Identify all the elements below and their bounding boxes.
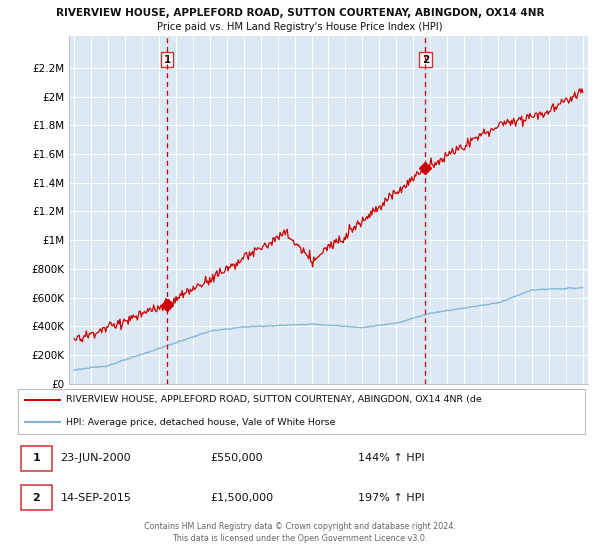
Text: 2: 2 [422,55,429,65]
Text: 1: 1 [163,55,170,65]
FancyBboxPatch shape [21,446,52,471]
Text: Contains HM Land Registry data © Crown copyright and database right 2024.: Contains HM Land Registry data © Crown c… [144,522,456,531]
Text: Price paid vs. HM Land Registry's House Price Index (HPI): Price paid vs. HM Land Registry's House … [157,22,443,32]
Text: 197% ↑ HPI: 197% ↑ HPI [358,493,425,503]
Text: This data is licensed under the Open Government Licence v3.0.: This data is licensed under the Open Gov… [172,534,428,543]
Text: 2: 2 [32,493,40,503]
Text: HPI: Average price, detached house, Vale of White Horse: HPI: Average price, detached house, Vale… [66,418,335,427]
FancyBboxPatch shape [21,485,52,510]
Text: £1,500,000: £1,500,000 [211,493,274,503]
Text: RIVERVIEW HOUSE, APPLEFORD ROAD, SUTTON COURTENAY, ABINGDON, OX14 4NR: RIVERVIEW HOUSE, APPLEFORD ROAD, SUTTON … [56,8,544,18]
Text: 144% ↑ HPI: 144% ↑ HPI [358,454,425,464]
Text: RIVERVIEW HOUSE, APPLEFORD ROAD, SUTTON COURTENAY, ABINGDON, OX14 4NR (de: RIVERVIEW HOUSE, APPLEFORD ROAD, SUTTON … [66,395,482,404]
Text: 1: 1 [32,454,40,464]
Text: £550,000: £550,000 [211,454,263,464]
Text: 23-JUN-2000: 23-JUN-2000 [61,454,131,464]
Text: 14-SEP-2015: 14-SEP-2015 [61,493,131,503]
